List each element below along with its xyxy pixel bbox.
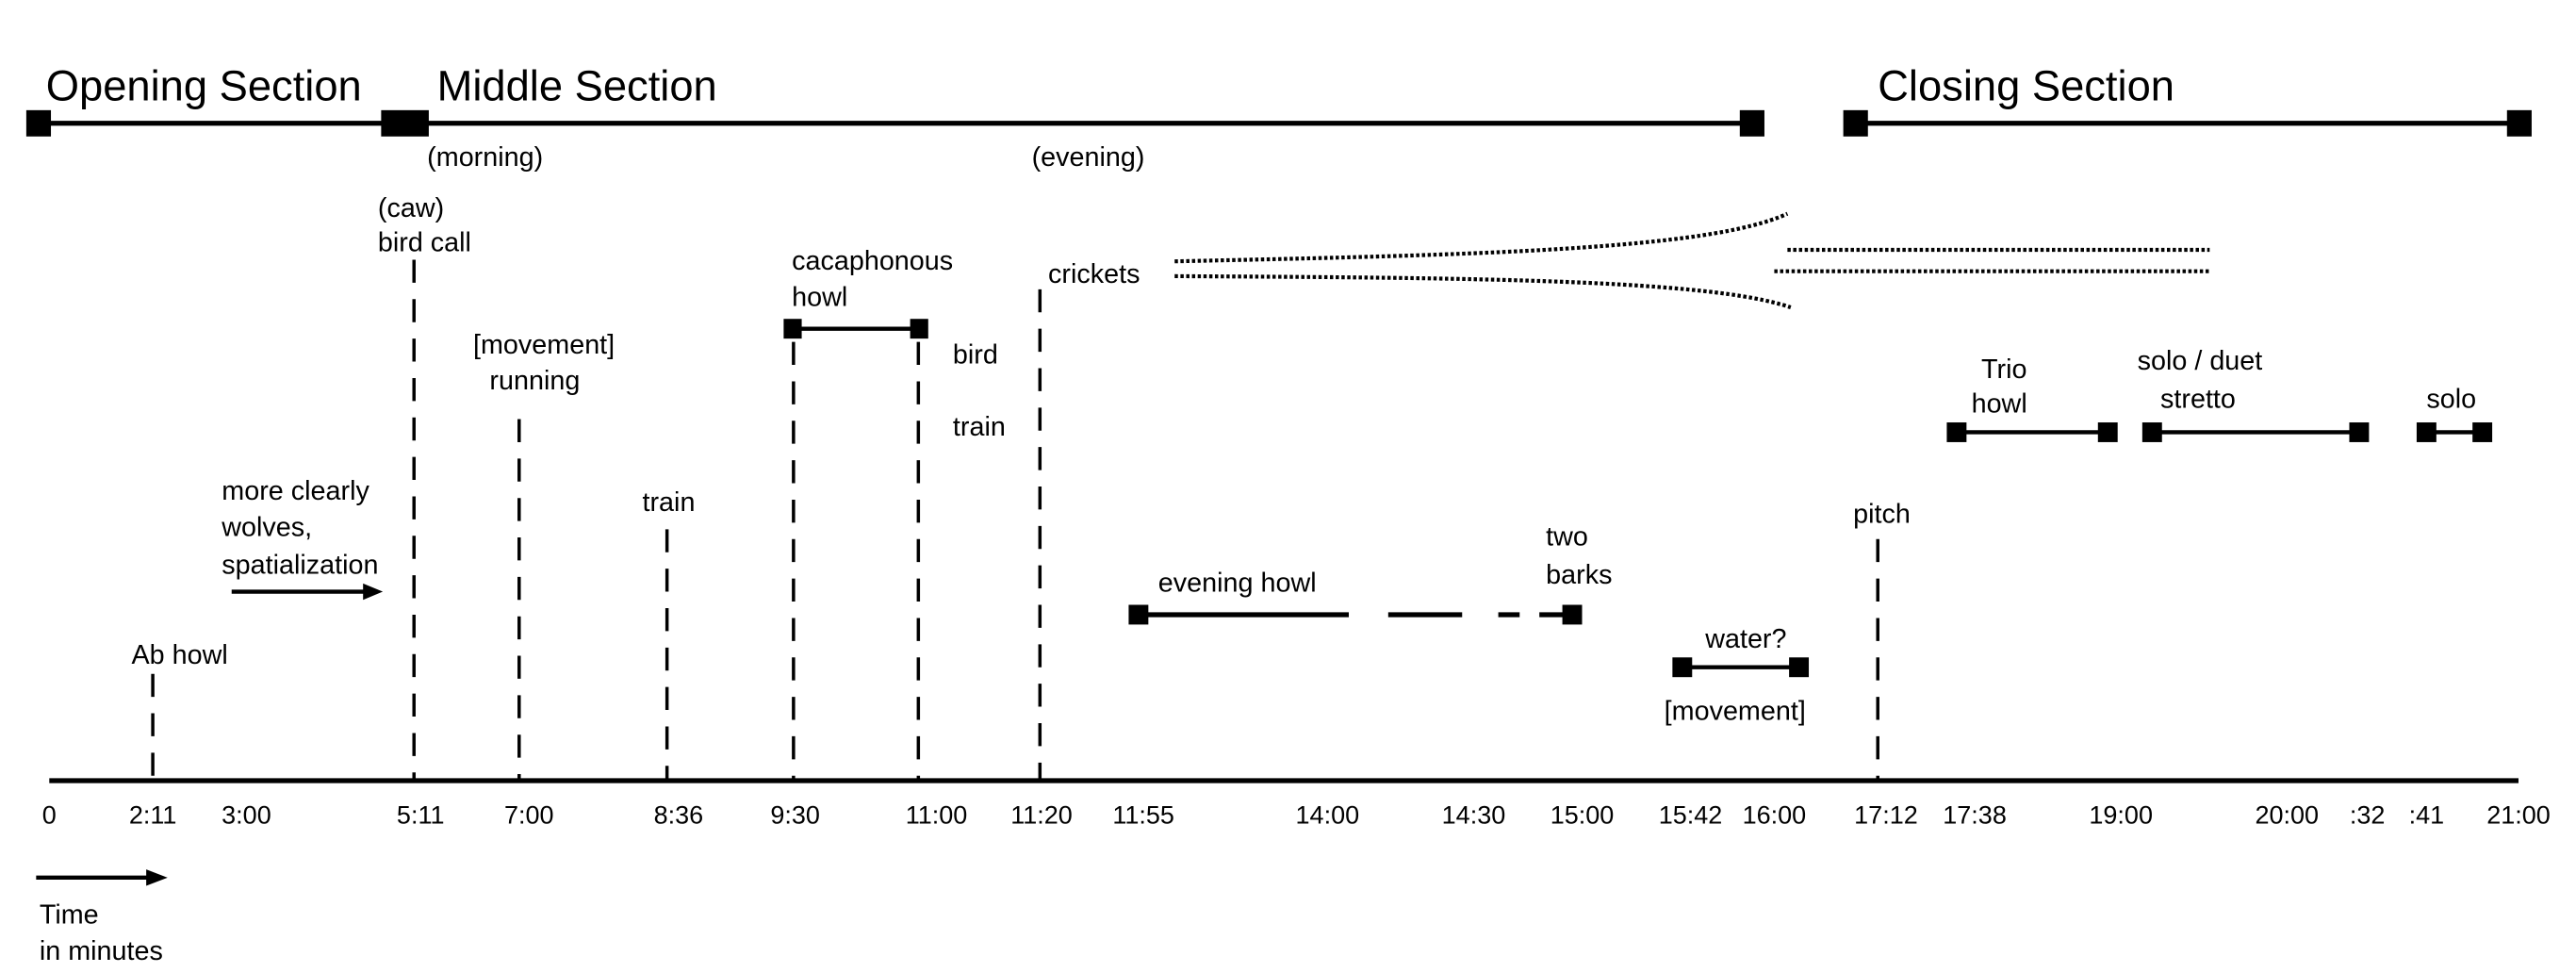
trio-label: Trio	[1981, 355, 2026, 385]
axis-tick-label: 11:00	[906, 800, 968, 829]
axis-tick-label: 21:00	[2486, 800, 2551, 829]
trio-howl-span	[1946, 422, 2118, 442]
trio-howl-label: howl	[1972, 389, 2027, 420]
opening-start-marker	[25, 109, 52, 137]
bird-call-label: bird call	[378, 228, 471, 258]
water-label: water?	[1704, 624, 1786, 654]
water-span	[1672, 657, 1810, 678]
axis-tick-label: 19:00	[2089, 800, 2153, 829]
more-clearly-label: more clearly	[222, 476, 369, 506]
cacaphonous-howl-label: howl	[792, 282, 847, 312]
cacaphonous-label: cacaphonous	[792, 246, 953, 276]
barks-label: barks	[1546, 560, 1612, 590]
axis-tick-label: 15:42	[1659, 800, 1723, 829]
axis-tick-label: 16:00	[1743, 800, 1807, 829]
ab-howl-label: Ab howl	[131, 640, 227, 670]
axis-tick-label: 8:36	[654, 800, 704, 829]
movement-label: [movement]	[473, 330, 615, 360]
in-minutes-legend-label: in minutes	[40, 936, 163, 966]
axis-tick-label: 3:00	[222, 800, 271, 829]
axis-tick-label: 11:55	[1112, 800, 1174, 829]
stretto-label: stretto	[2160, 384, 2236, 414]
axis-tick-label: 14:30	[1442, 800, 1506, 829]
axis-tick-labels: 0 2:11 3:00 5:11 7:00 8:36 9:30 11:00 11:20 11:55…	[42, 800, 2551, 829]
bird-label: bird	[953, 339, 998, 370]
middle-section-title: Middle Section	[437, 61, 717, 109]
spatialization-arrow-icon	[231, 583, 384, 601]
section-bars	[25, 109, 2532, 137]
axis-tick-label: 5:11	[397, 800, 445, 829]
time-arrow-icon	[36, 869, 168, 886]
opening-section-title: Opening Section	[46, 61, 362, 109]
solo-span	[2416, 422, 2493, 442]
movement-2-label: [movement]	[1665, 697, 1806, 727]
evening-label: (evening)	[1032, 142, 1145, 173]
axis-tick-label: :32	[2350, 800, 2386, 829]
axis-tick-label: 0	[42, 800, 57, 829]
running-label: running	[489, 366, 580, 396]
wolves-label: wolves,	[221, 512, 312, 542]
pitch-label: pitch	[1853, 499, 1911, 529]
spatialization-label: spatialization	[222, 550, 378, 580]
axis-tick-label: :41	[2409, 800, 2445, 829]
event-markers	[151, 259, 1879, 781]
crickets-dotted-lines	[1174, 211, 2210, 309]
time-legend-label: Time	[40, 900, 99, 931]
axis-tick-label: 20:00	[2255, 800, 2319, 829]
axis-tick-label: 14:00	[1296, 800, 1360, 829]
axis-tick-label: 2:11	[129, 800, 177, 829]
cacaphonous-howl-span	[783, 319, 928, 339]
axis-tick-label: 7:00	[504, 800, 554, 829]
closing-end-marker	[2506, 109, 2532, 137]
solo-duet-span	[2141, 422, 2370, 442]
crickets-label: crickets	[1048, 259, 1140, 289]
axis-tick-label: 17:12	[1854, 800, 1918, 829]
axis-tick-label: 17:38	[1943, 800, 2007, 829]
solo-duet-label: solo / duet	[2138, 346, 2263, 376]
two-label: two	[1546, 522, 1588, 552]
middle-end-marker	[1739, 109, 1764, 137]
axis-tick-label: 15:00	[1551, 800, 1615, 829]
evening-howl-span	[1128, 604, 1583, 625]
train-label: train	[643, 487, 696, 518]
opening-middle-boundary-marker	[381, 109, 429, 137]
evening-howl-label: evening howl	[1158, 569, 1317, 599]
train-2-label: train	[953, 412, 1006, 442]
morning-label: (morning)	[427, 142, 543, 173]
closing-start-marker	[1843, 109, 1868, 137]
axis-tick-label: 9:30	[770, 800, 820, 829]
closing-section-title: Closing Section	[1878, 61, 2174, 109]
caw-label: (caw)	[378, 193, 444, 223]
solo-label: solo	[2426, 384, 2476, 414]
axis-tick-label: 11:20	[1010, 800, 1073, 829]
